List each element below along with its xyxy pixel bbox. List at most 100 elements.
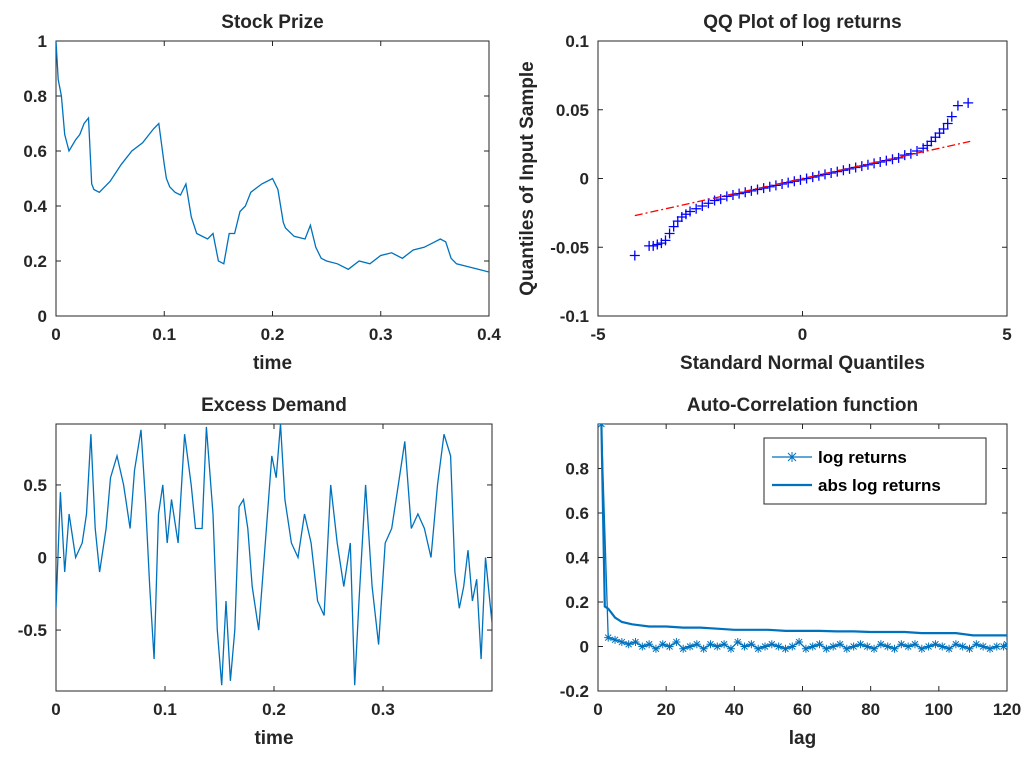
acf-series-0-marker xyxy=(747,640,756,649)
stock-ytick-label: 0 xyxy=(38,307,47,326)
qq-series-0-point xyxy=(938,124,949,134)
acf-series-0-marker xyxy=(965,644,974,653)
acf-xtick-label: 80 xyxy=(861,700,880,719)
acf-ytick-label: 0.4 xyxy=(565,549,589,568)
excess-xlabel: time xyxy=(254,728,293,749)
acf-series-0-marker xyxy=(924,642,933,651)
acf-xtick-label: 40 xyxy=(725,700,744,719)
qq-series-0-point xyxy=(912,146,923,156)
qq-series-0-point xyxy=(813,170,824,181)
acf-series-0-marker xyxy=(720,640,729,649)
stock-ytick-label: 0.6 xyxy=(23,142,47,161)
stock-xtick-label: 0.4 xyxy=(477,325,501,344)
excess-plot-area xyxy=(56,424,492,686)
acf-series-0-marker xyxy=(774,642,783,651)
qq-series-0-point xyxy=(752,184,763,195)
qq-series-0-point xyxy=(905,148,916,159)
qq-series-0-point xyxy=(844,163,855,174)
acf-series-0-marker xyxy=(870,644,879,653)
acf-series-0-marker xyxy=(808,642,817,651)
qq-ytick-label: 0.05 xyxy=(556,101,589,120)
acf-panel: 0 20 40 60 80 100 120-0.200.20.40.60.8Auto-Cor… xyxy=(560,395,1021,749)
acf-series-0-marker xyxy=(992,642,1001,651)
qq-plot-area xyxy=(629,97,974,261)
acf-series-0-marker xyxy=(733,638,742,647)
acf-series-0-marker xyxy=(931,640,940,649)
acf-xlabel: lag xyxy=(789,728,816,749)
acf-title: Auto-Correlation function xyxy=(687,395,918,416)
excess-xtick-label: 0.3 xyxy=(371,700,395,719)
stock-ytick-label: 0.8 xyxy=(23,87,47,106)
qq-series-0-point xyxy=(652,239,663,250)
acf-series-0-marker xyxy=(979,642,988,651)
stock-ytick-label: 0.4 xyxy=(23,197,47,216)
acf-series-0-marker xyxy=(849,642,858,651)
acf-series-0-marker xyxy=(1003,640,1007,649)
acf-xtick-label: 100 xyxy=(925,700,953,719)
qq-xtick-label: 0 xyxy=(798,325,807,344)
acf-series-0-marker xyxy=(686,642,695,651)
qq-series-0-point xyxy=(721,191,732,202)
excess-ytick-label: 0 xyxy=(38,549,47,568)
acf-series-1-line xyxy=(600,424,1007,637)
legend-box xyxy=(763,437,987,505)
qq-xlabel: Standard Normal Quantiles xyxy=(680,353,925,374)
qq-series-0-point xyxy=(930,132,941,143)
acf-series-0-marker xyxy=(679,644,688,653)
acf-series-0-marker xyxy=(972,640,981,649)
legend-label-0: log returns xyxy=(818,448,907,467)
acf-ytick-label: 0.8 xyxy=(565,460,589,479)
acf-series-0-marker xyxy=(815,640,824,649)
qq-panel: -5 0 5 -0.1 -0.05 0 0.05 0.1 QQ Plot of log retu… xyxy=(517,12,1012,374)
acf-series-0-marker xyxy=(638,642,647,651)
qq-xtick-label: -5 xyxy=(590,325,605,344)
acf-series-0-marker xyxy=(658,640,667,649)
qq-series-0-point xyxy=(893,152,904,163)
acf-series-0-marker xyxy=(938,642,947,651)
stock-xtick-label: 0.2 xyxy=(261,325,285,344)
excess-xtick-label: 0.1 xyxy=(153,700,177,719)
legend-marker-0 xyxy=(787,452,797,462)
acf-series-0-marker xyxy=(999,642,1007,651)
acf-series-0-marker xyxy=(822,644,831,653)
qq-series-1-line xyxy=(634,140,971,217)
qq-series-0-point xyxy=(926,136,937,147)
legend-label-1: abs log returns xyxy=(818,476,941,495)
acf-series-0-marker xyxy=(897,640,906,649)
qq-series-0-point xyxy=(740,187,751,198)
acf-series-0-marker xyxy=(876,640,885,649)
qq-series-0-point xyxy=(672,216,683,227)
qq-series-0-point xyxy=(881,155,892,166)
stock-xlabel: time xyxy=(253,353,292,374)
acf-series-0-marker xyxy=(692,640,701,649)
qq-series-0-point xyxy=(963,97,974,108)
acf-series-0-marker xyxy=(781,644,790,653)
stock-plot-area xyxy=(56,41,489,273)
excess-series-0-line xyxy=(56,424,492,686)
qq-series-0-point xyxy=(783,177,794,188)
qq-series-0-point xyxy=(685,206,696,217)
qq-ytick-label: -0.1 xyxy=(560,307,589,326)
acf-series-0-marker xyxy=(754,644,763,653)
qq-series-0-point xyxy=(648,240,659,251)
qq-ylabel: Quantiles of Input Sample xyxy=(517,61,538,295)
qq-series-0-point xyxy=(709,195,720,206)
acf-series-0-marker xyxy=(761,642,770,651)
acf-series-0-marker xyxy=(917,644,926,653)
acf-xtick-label: 20 xyxy=(657,700,676,719)
qq-series-0-point xyxy=(952,100,963,111)
acf-series-0-marker xyxy=(713,642,722,651)
excess-xtick-label: 0.2 xyxy=(262,700,286,719)
qq-ytick-label: -0.05 xyxy=(550,238,589,257)
acf-series-0-marker xyxy=(910,640,919,649)
stock-xtick-label: 0.3 xyxy=(369,325,393,344)
qq-series-0-point xyxy=(770,180,781,191)
stock-xtick-label: 0 xyxy=(51,325,60,344)
qq-series-0-point xyxy=(942,118,953,129)
excess-panel: 0 0.1 0.2 0.3 -0.5 0 0.5 Excess Demand time xyxy=(18,395,493,749)
acf-series-0-marker xyxy=(699,644,708,653)
acf-series-0-marker xyxy=(767,640,776,649)
acf-series-0-marker xyxy=(985,644,994,653)
acf-series-0-marker xyxy=(958,642,967,651)
